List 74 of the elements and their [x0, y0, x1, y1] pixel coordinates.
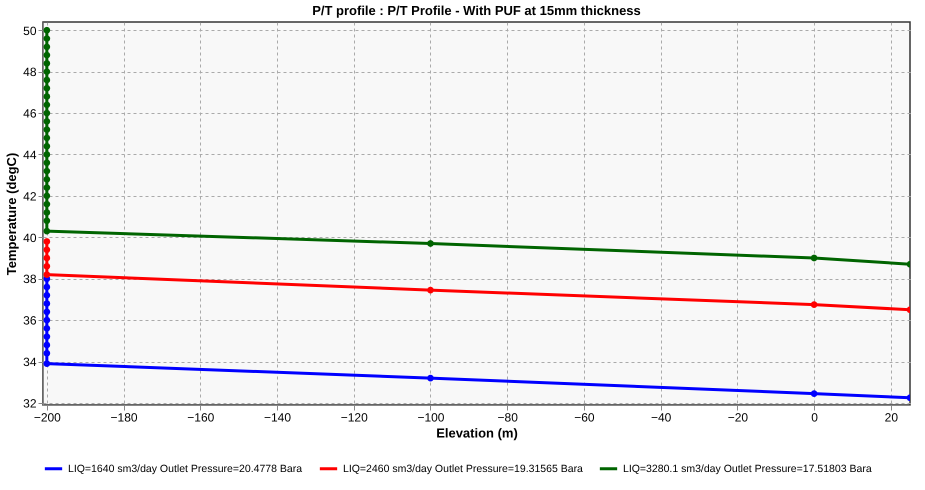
point [43, 325, 50, 332]
point [427, 240, 434, 247]
y-axis-title: Temperature (degC) [4, 152, 20, 276]
point [43, 134, 50, 142]
point [43, 333, 50, 340]
point [43, 350, 50, 357]
legend-label: LIQ=3280.1 sm3/day Outlet Pressure=17.51803 Bara [623, 462, 872, 475]
point [43, 209, 50, 216]
point [43, 93, 50, 100]
point [43, 200, 50, 208]
point [427, 286, 434, 294]
point [43, 126, 50, 133]
point [43, 101, 50, 108]
point [43, 35, 50, 42]
point [43, 184, 50, 191]
point [43, 254, 50, 262]
point [43, 110, 50, 116]
y-tick-label: 48 [23, 65, 37, 80]
y-tick-label: 50 [23, 24, 37, 38]
x-tick-label: −120 [340, 410, 368, 424]
point [43, 142, 50, 150]
x-tick-label: −100 [417, 410, 445, 424]
legend-label: LIQ=1640 sm3/day Outlet Pressure=20.4778 Bara [68, 462, 302, 475]
point [810, 301, 818, 308]
x-tick-label: 20 [884, 410, 898, 424]
point [43, 238, 50, 245]
x-tick-label: −40 [650, 410, 672, 424]
point [43, 118, 50, 125]
y-tick-label: 36 [23, 314, 37, 328]
point [43, 284, 50, 290]
y-tick-label: 32 [23, 396, 37, 410]
legend-label: LIQ=2460 sm3/day Outlet Pressure=19.31565 Bara [343, 462, 584, 475]
x-tick-label: −20 [728, 410, 748, 424]
point [43, 84, 50, 92]
x-axis-title: Elevation (m) [436, 426, 518, 440]
point [43, 60, 50, 67]
point [43, 217, 50, 224]
point [43, 292, 50, 299]
point [43, 360, 50, 367]
point [43, 308, 50, 316]
point [43, 52, 50, 58]
point [43, 26, 50, 34]
point [810, 254, 818, 262]
point [43, 159, 50, 166]
point [43, 246, 50, 254]
x-tick-label: −140 [264, 410, 292, 424]
x-tick-label: −80 [498, 410, 518, 424]
point [43, 228, 50, 234]
x-tick-label: −60 [574, 410, 595, 424]
x-tick-label: 0 [811, 410, 818, 424]
point [43, 271, 50, 278]
point [43, 262, 50, 270]
point [43, 176, 50, 183]
y-tick-label: 42 [23, 189, 37, 204]
x-tick-label: −180 [110, 410, 138, 424]
y-tick-label: 38 [23, 272, 37, 286]
x-tick-label: −200 [34, 410, 62, 424]
y-tick-label: 44 [23, 148, 37, 162]
point [43, 68, 50, 76]
point [43, 300, 50, 307]
point [810, 390, 818, 397]
point [43, 192, 50, 200]
y-tick-label: 34 [23, 355, 37, 370]
point [43, 342, 50, 348]
point [43, 43, 50, 50]
chart-title: P/T profile : P/T Profile - With PUF at 15mm thickness [312, 3, 641, 18]
point [427, 374, 434, 382]
x-tick-label: −160 [187, 410, 215, 424]
point [43, 151, 50, 158]
point [43, 168, 50, 174]
point [43, 76, 50, 84]
point [43, 316, 50, 324]
y-tick-label: 40 [23, 230, 37, 245]
y-tick-label: 46 [23, 106, 37, 121]
